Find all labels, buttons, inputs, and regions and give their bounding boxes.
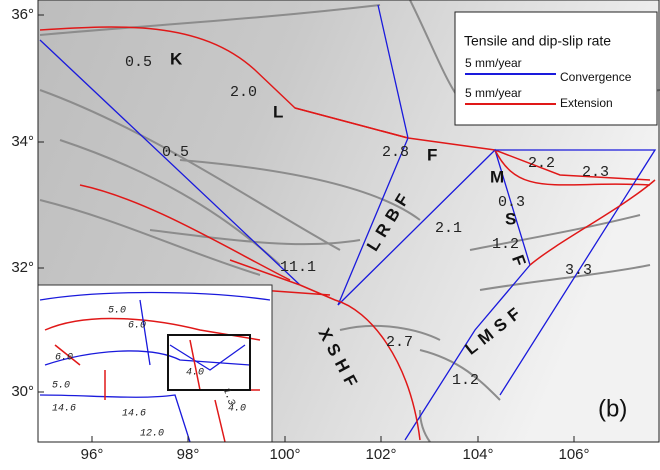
- inset-label: 5.0: [108, 306, 126, 317]
- legend-scale: 5 mm/year: [465, 56, 522, 70]
- x-tick-label: 96°: [81, 446, 104, 463]
- x-tick-label: 98°: [177, 446, 200, 463]
- legend-label: Convergence: [560, 70, 632, 84]
- inset-label: 14.6: [52, 404, 76, 415]
- rate-label: 0.5: [125, 54, 152, 71]
- y-tick-label: 34°: [11, 133, 34, 150]
- rate-label: 1.2: [492, 236, 519, 253]
- inset-label: 4.0: [186, 368, 204, 379]
- x-tick-label: 100°: [269, 446, 300, 463]
- x-tick-label: 102°: [365, 446, 396, 463]
- legend-label: Extension: [560, 96, 613, 110]
- inset-label: 12.0: [140, 429, 164, 440]
- rate-label: 2.8: [382, 144, 409, 161]
- inset-label: 5.0: [52, 381, 70, 392]
- fault-label: S: [505, 209, 522, 228]
- inset-label: 6.0: [128, 321, 146, 332]
- panel-label: (b): [598, 395, 627, 422]
- rate-label: 2.2: [528, 155, 555, 172]
- legend-title: Tensile and dip-slip rate: [464, 33, 611, 49]
- y-tick-label: 36°: [11, 6, 34, 23]
- rate-label: 2.1: [435, 220, 462, 237]
- fault-label: M: [490, 167, 510, 186]
- inset-label: 14.6: [122, 409, 146, 420]
- map-figure: 5.0 6.0 6.0 5.0 4.0 14.6 14.6 12.0 4.0 1…: [0, 0, 660, 465]
- rate-label: 11.1: [280, 259, 316, 276]
- y-tick-label: 32°: [11, 259, 34, 276]
- y-tick-label: 30°: [11, 383, 34, 400]
- rate-label: 2.3: [582, 164, 609, 181]
- rate-label: 1.2: [452, 372, 479, 389]
- legend: Tensile and dip-slip rate 5 mm/year Conv…: [455, 12, 657, 125]
- fault-label: F: [427, 145, 443, 164]
- fault-label: L: [273, 102, 289, 121]
- x-tick-label: 104°: [462, 446, 493, 463]
- rate-label: 2.0: [230, 84, 257, 101]
- rate-label: 0.5: [162, 144, 189, 161]
- page: {"axes":{"x_ticks":["96°","98°","100°","…: [0, 0, 660, 465]
- rate-label: 2.7: [386, 334, 413, 351]
- rate-label: 3.3: [565, 262, 592, 279]
- legend-scale: 5 mm/year: [465, 86, 522, 100]
- inset-label: 6.0: [55, 353, 73, 364]
- fault-label: K: [170, 49, 188, 68]
- rate-label: 0.3: [498, 194, 525, 211]
- x-tick-label: 106°: [558, 446, 589, 463]
- inset: 5.0 6.0 6.0 5.0 4.0 14.6 14.6 12.0 4.0 1…: [38, 285, 272, 442]
